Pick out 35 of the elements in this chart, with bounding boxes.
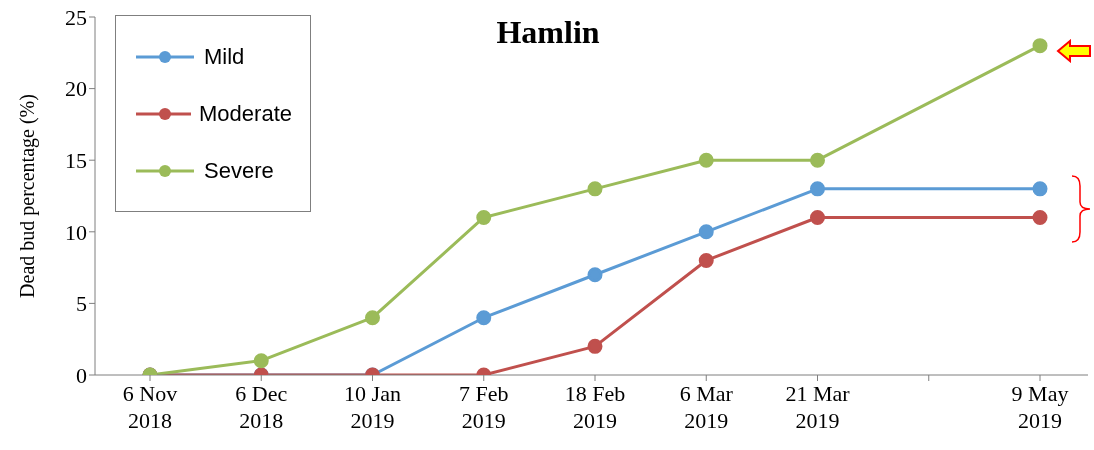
legend-label: Mild: [204, 43, 245, 70]
x-tick-label: 10 Jan 2019: [344, 381, 401, 433]
point: [698, 152, 714, 168]
y-tick-label: 0: [76, 362, 87, 388]
point: [476, 209, 492, 225]
x-tick-label: 21 Mar 2019: [785, 381, 851, 433]
point: [810, 152, 825, 168]
x-tick-label: 6 Mar 2019: [679, 381, 734, 433]
chart-title: Hamlin: [496, 14, 600, 50]
point: [810, 181, 825, 197]
point: [587, 181, 603, 197]
y-axis-title: Dead bud percentage (%): [16, 94, 40, 298]
point: [476, 310, 492, 326]
point: [810, 209, 825, 225]
x-tick-label: 6 Nov 2018: [122, 381, 178, 433]
point: [253, 353, 269, 369]
y-tick-label: 10: [65, 219, 87, 245]
x-tick-label: 18 Feb 2019: [564, 381, 626, 433]
legend-label: Moderate: [199, 100, 292, 127]
y-tick-label: 20: [65, 76, 87, 102]
point: [365, 310, 380, 326]
x-tick-label: 6 Dec 2018: [235, 381, 288, 433]
point: [1032, 209, 1048, 225]
legend-label: Severe: [204, 157, 274, 184]
x-tick-label: 7 Feb 2019: [459, 381, 509, 433]
y-tick-label: 25: [65, 4, 87, 30]
point: [698, 252, 714, 268]
y-tick-label: 15: [65, 148, 87, 174]
point: [587, 338, 603, 354]
y-tick-label: 5: [76, 291, 87, 317]
point: [1032, 181, 1048, 197]
point: [1032, 38, 1048, 54]
point: [587, 267, 603, 283]
point: [698, 224, 714, 240]
x-tick-label: 9 May 2019: [1011, 381, 1069, 433]
